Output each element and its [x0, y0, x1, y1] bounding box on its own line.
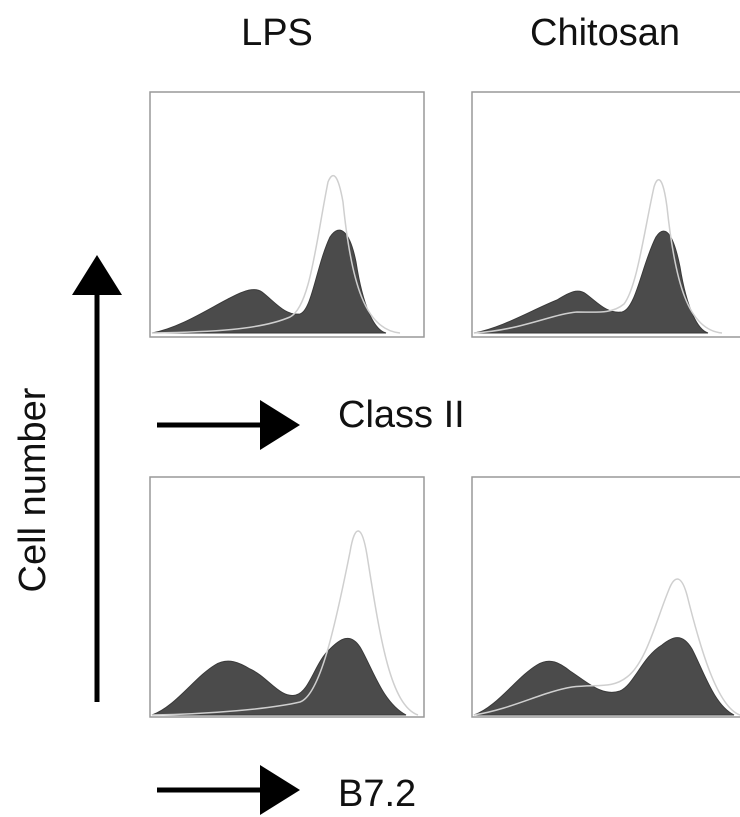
x-axis-label: B7.2	[338, 773, 416, 815]
histogram-panel	[471, 476, 740, 718]
histogram-panel	[471, 91, 740, 338]
histogram-panel	[149, 476, 425, 718]
column-label: Chitosan	[530, 12, 680, 54]
y-axis-label: Cell number	[12, 387, 54, 592]
x-axis-label: Class II	[338, 394, 465, 436]
histogram-panel	[149, 91, 425, 338]
column-label: LPS	[241, 12, 313, 54]
